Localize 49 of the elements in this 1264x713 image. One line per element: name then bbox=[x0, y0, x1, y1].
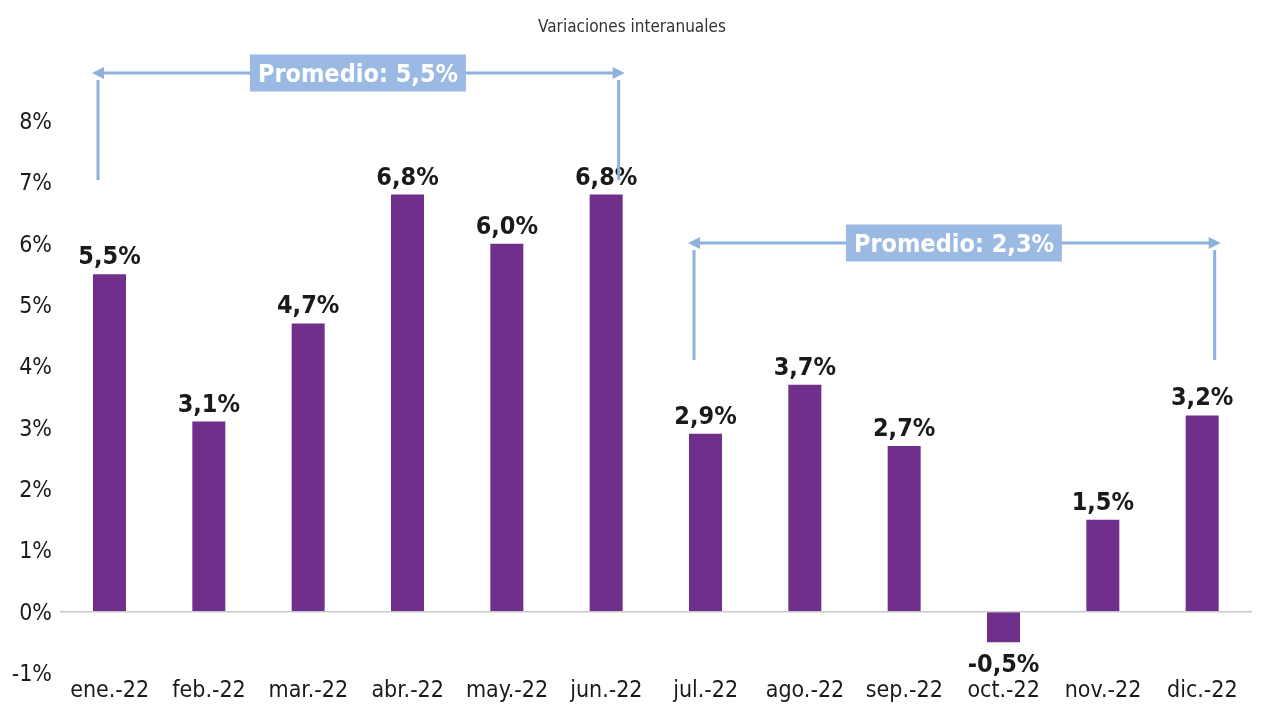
data-label: 3,7% bbox=[773, 351, 837, 381]
x-tick-label: jul.-22 bbox=[672, 676, 739, 703]
bar bbox=[788, 384, 822, 612]
y-tick-label: 0% bbox=[19, 598, 52, 625]
x-tick-label: abr.-22 bbox=[371, 676, 444, 703]
y-tick-label: 6% bbox=[19, 230, 52, 257]
data-label: 2,9% bbox=[674, 400, 737, 430]
y-tick-label: 4% bbox=[19, 353, 52, 380]
bar bbox=[291, 323, 325, 612]
data-label: 1,5% bbox=[1071, 486, 1135, 516]
x-tick-label: nov.-22 bbox=[1064, 676, 1142, 703]
annotation: Promedio: 2,3% bbox=[845, 224, 1063, 262]
y-tick-label: 5% bbox=[19, 292, 52, 319]
x-tick-label: oct.-22 bbox=[967, 676, 1040, 703]
x-tick-label: jun.-22 bbox=[569, 676, 643, 703]
y-tick-label: 1% bbox=[19, 537, 52, 564]
y-tick-label: 7% bbox=[19, 169, 52, 196]
chart-subtitle: Variaciones interanuales bbox=[537, 16, 727, 36]
x-tick-label: mar.-22 bbox=[268, 676, 349, 703]
bar bbox=[1185, 415, 1219, 612]
x-tick-label: ago.-22 bbox=[765, 676, 845, 703]
y-tick-label: -1% bbox=[11, 660, 52, 687]
bar bbox=[391, 194, 424, 612]
y-tick-label: 2% bbox=[19, 476, 52, 503]
data-label: 3,2% bbox=[1170, 382, 1234, 412]
y-tick-label: 8% bbox=[19, 108, 52, 135]
x-tick-label: may.-22 bbox=[465, 676, 549, 703]
x-tick-label: feb.-22 bbox=[172, 676, 246, 703]
data-label: 6,8% bbox=[574, 161, 638, 191]
text: Promedio: 5,5% bbox=[249, 54, 467, 92]
data-label: 4,7% bbox=[276, 290, 340, 320]
bar bbox=[987, 611, 1020, 643]
data-label: 3,1% bbox=[177, 388, 241, 418]
y-tick-label: 3% bbox=[19, 414, 52, 441]
data-label: 6,8% bbox=[376, 161, 439, 191]
x-tick-label: dic.-22 bbox=[1167, 676, 1238, 703]
bar bbox=[192, 421, 226, 612]
data-label: -0,5% bbox=[967, 649, 1040, 679]
x-tick-label: ene.-22 bbox=[70, 676, 150, 703]
bar bbox=[689, 433, 722, 612]
data-label: 5,5% bbox=[78, 241, 141, 271]
data-label: 6,0% bbox=[475, 210, 539, 240]
bar bbox=[1086, 519, 1120, 612]
data-label: 2,7% bbox=[872, 413, 936, 443]
bar bbox=[93, 274, 126, 612]
x-tick-label: sep.-22 bbox=[865, 676, 943, 703]
bar bbox=[490, 243, 524, 612]
bar bbox=[887, 446, 921, 612]
bar bbox=[589, 194, 623, 612]
